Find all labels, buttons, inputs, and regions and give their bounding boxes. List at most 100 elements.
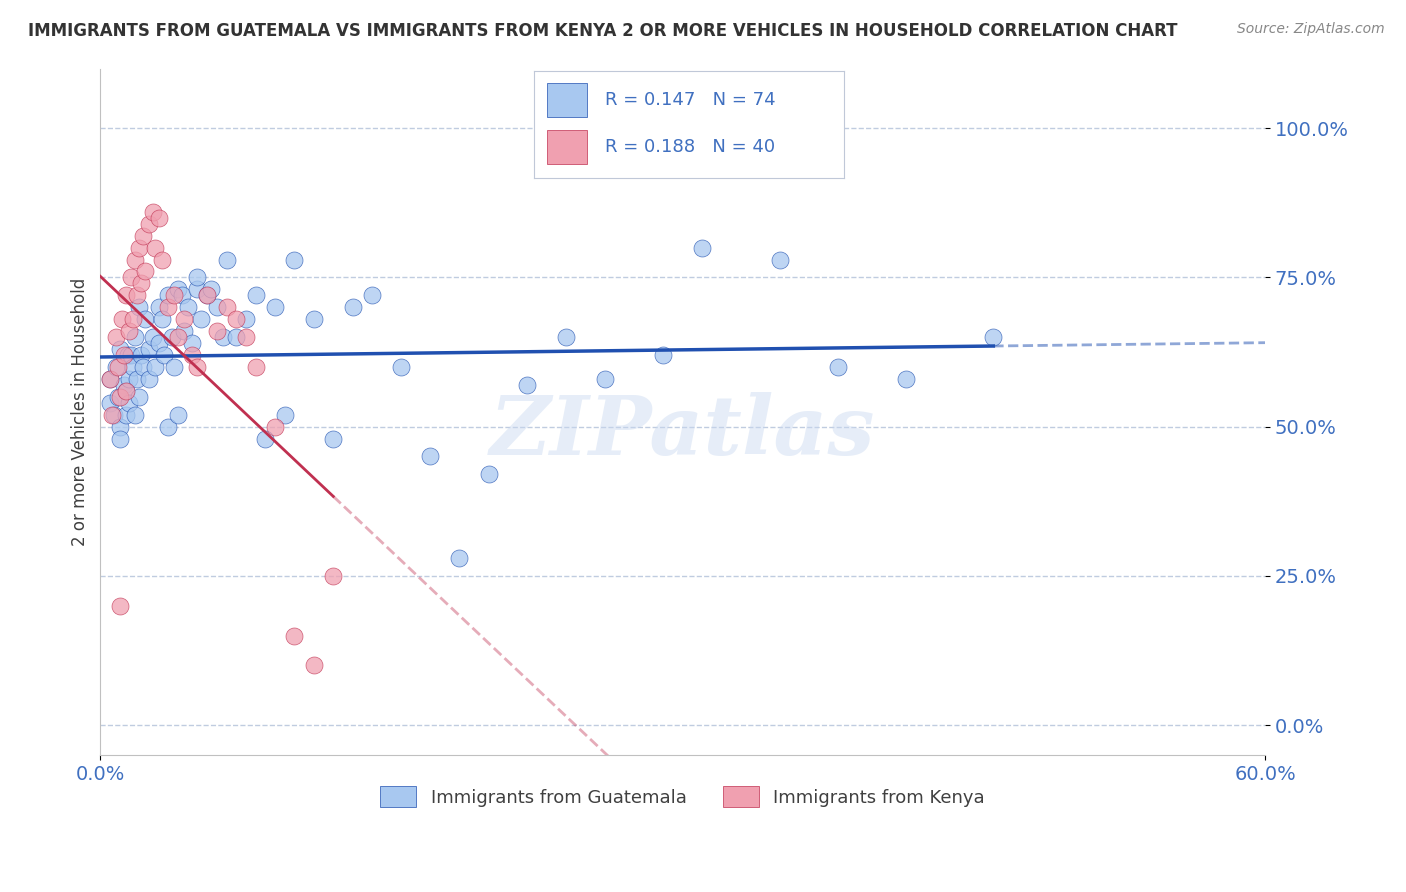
Point bbox=[283, 628, 305, 642]
Point bbox=[419, 450, 441, 464]
Point bbox=[211, 330, 233, 344]
Point bbox=[104, 330, 127, 344]
Point bbox=[128, 241, 150, 255]
Point bbox=[129, 348, 152, 362]
Point bbox=[173, 312, 195, 326]
Point bbox=[254, 432, 277, 446]
Point bbox=[322, 432, 344, 446]
Point bbox=[177, 300, 200, 314]
Point bbox=[652, 348, 675, 362]
FancyBboxPatch shape bbox=[547, 130, 586, 164]
Point bbox=[157, 300, 180, 314]
Point bbox=[128, 300, 150, 314]
Point bbox=[478, 467, 501, 482]
Point bbox=[225, 330, 247, 344]
Point bbox=[142, 330, 165, 344]
Point bbox=[302, 312, 325, 326]
Point bbox=[118, 372, 141, 386]
Point bbox=[108, 419, 131, 434]
Point bbox=[163, 359, 186, 374]
Text: Source: ZipAtlas.com: Source: ZipAtlas.com bbox=[1237, 22, 1385, 37]
Point bbox=[98, 372, 121, 386]
Point bbox=[215, 252, 238, 267]
Point bbox=[153, 348, 176, 362]
Y-axis label: 2 or more Vehicles in Household: 2 or more Vehicles in Household bbox=[72, 277, 89, 546]
Point bbox=[245, 288, 267, 302]
Point bbox=[235, 312, 257, 326]
Point bbox=[112, 377, 135, 392]
Point bbox=[180, 336, 202, 351]
Point bbox=[124, 408, 146, 422]
Point bbox=[114, 384, 136, 398]
Point bbox=[205, 324, 228, 338]
Point bbox=[152, 312, 174, 326]
Text: IMMIGRANTS FROM GUATEMALA VS IMMIGRANTS FROM KENYA 2 OR MORE VEHICLES IN HOUSEHO: IMMIGRANTS FROM GUATEMALA VS IMMIGRANTS … bbox=[28, 22, 1178, 40]
Point bbox=[143, 359, 166, 374]
Point bbox=[180, 348, 202, 362]
Point bbox=[143, 241, 166, 255]
Point bbox=[122, 359, 145, 374]
Point bbox=[215, 300, 238, 314]
Point bbox=[322, 569, 344, 583]
Point bbox=[98, 396, 121, 410]
Point bbox=[593, 372, 616, 386]
Point bbox=[134, 264, 156, 278]
Point bbox=[118, 396, 141, 410]
Point bbox=[114, 384, 136, 398]
Point bbox=[138, 217, 160, 231]
Point bbox=[555, 330, 578, 344]
Text: ZIPatlas: ZIPatlas bbox=[489, 392, 876, 472]
Point bbox=[235, 330, 257, 344]
Point bbox=[173, 324, 195, 338]
Point bbox=[167, 408, 190, 422]
Point bbox=[157, 288, 180, 302]
Point bbox=[112, 348, 135, 362]
Point bbox=[186, 270, 208, 285]
Point bbox=[157, 419, 180, 434]
Point bbox=[245, 359, 267, 374]
Point bbox=[128, 390, 150, 404]
Point bbox=[132, 359, 155, 374]
Point bbox=[104, 359, 127, 374]
Text: R = 0.147   N = 74: R = 0.147 N = 74 bbox=[606, 91, 776, 109]
Point bbox=[120, 348, 142, 362]
Point bbox=[111, 312, 134, 326]
Point bbox=[195, 288, 218, 302]
Point bbox=[769, 252, 792, 267]
Point bbox=[200, 282, 222, 296]
Point bbox=[225, 312, 247, 326]
Point bbox=[117, 348, 139, 362]
Point bbox=[148, 211, 170, 225]
Point bbox=[264, 300, 287, 314]
Point bbox=[138, 342, 160, 356]
Point bbox=[114, 408, 136, 422]
Point bbox=[264, 419, 287, 434]
Point bbox=[122, 312, 145, 326]
Point bbox=[138, 372, 160, 386]
Point bbox=[142, 204, 165, 219]
Point bbox=[148, 336, 170, 351]
Point bbox=[134, 312, 156, 326]
Point bbox=[108, 599, 131, 613]
Point bbox=[361, 288, 384, 302]
Point bbox=[103, 408, 125, 422]
Point bbox=[114, 288, 136, 302]
Point bbox=[160, 330, 183, 344]
Point bbox=[163, 288, 186, 302]
Point bbox=[186, 282, 208, 296]
Point bbox=[981, 330, 1004, 344]
Point bbox=[205, 300, 228, 314]
Point bbox=[101, 408, 124, 422]
Point bbox=[167, 282, 190, 296]
Point bbox=[274, 408, 297, 422]
Point bbox=[118, 324, 141, 338]
Point bbox=[827, 359, 849, 374]
Point bbox=[170, 288, 193, 302]
Point bbox=[108, 390, 131, 404]
Point bbox=[129, 277, 152, 291]
Point bbox=[132, 228, 155, 243]
Point bbox=[389, 359, 412, 374]
Point bbox=[127, 288, 149, 302]
Point bbox=[98, 372, 121, 386]
Point bbox=[302, 658, 325, 673]
